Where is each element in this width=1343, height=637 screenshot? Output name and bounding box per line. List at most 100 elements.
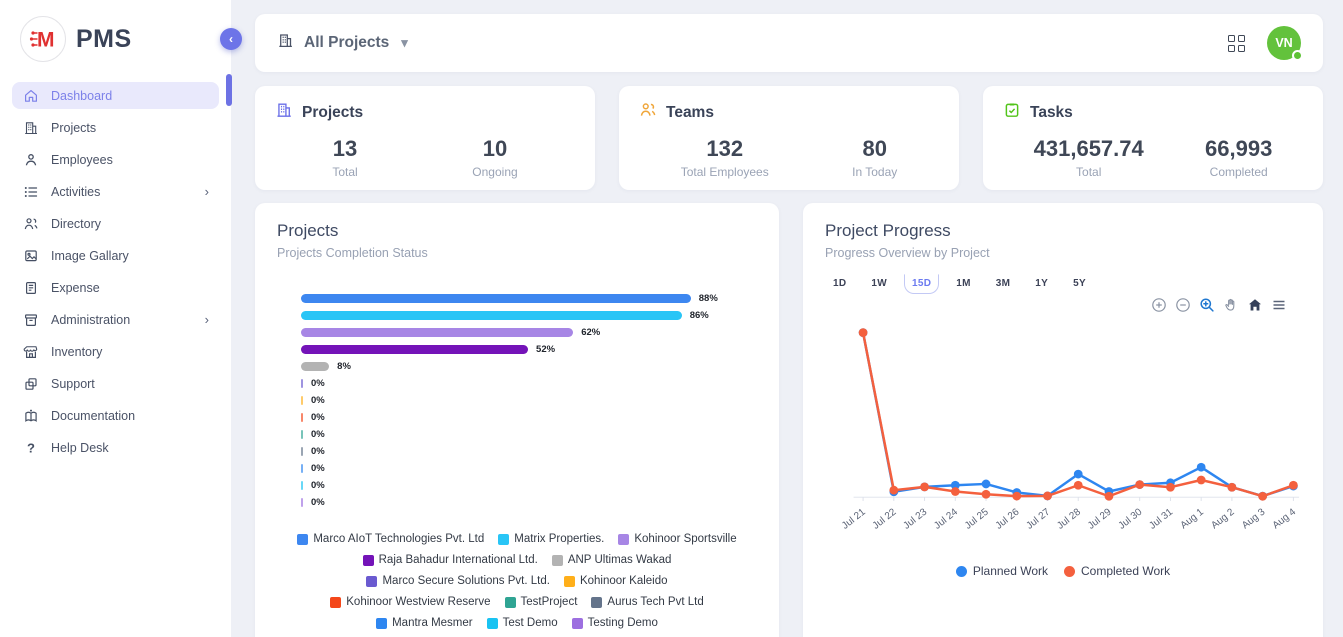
store-icon [22, 343, 39, 360]
x-axis-label: Aug 3 [1240, 506, 1268, 531]
home-reset-icon[interactable] [1246, 296, 1263, 313]
legend-item[interactable]: TestProject [504, 596, 577, 608]
range-button-1w[interactable]: 1W [871, 278, 887, 289]
range-button-1y[interactable]: 1Y [1035, 278, 1049, 289]
sidebar-item-label: Inventory [51, 344, 103, 359]
bar-fill [301, 311, 682, 320]
data-point[interactable] [950, 480, 960, 490]
bar-row: 0% [301, 460, 753, 477]
legend-swatch [486, 617, 498, 629]
data-point[interactable] [1043, 491, 1052, 501]
legend-item[interactable]: Kohinoor Westview Reserve [330, 596, 491, 608]
data-point[interactable] [1073, 469, 1083, 479]
sidebar-item-directory[interactable]: Directory [12, 210, 219, 237]
home-icon [22, 87, 39, 104]
data-point[interactable] [858, 328, 868, 338]
sidebar-item-expense[interactable]: Expense [12, 274, 219, 301]
sidebar-item-label: Administration [51, 312, 131, 327]
legend-item[interactable]: Kohinoor Kaleido [563, 575, 668, 587]
range-button-5y[interactable]: 5Y [1073, 278, 1086, 289]
legend-label: Matrix Properties. [514, 533, 605, 545]
legend-swatch [618, 533, 630, 545]
stat-label: Completed [1209, 165, 1268, 179]
legend-item[interactable]: Completed Work [1064, 564, 1170, 578]
apps-grid-icon[interactable] [1228, 34, 1245, 52]
zoom-out-icon[interactable] [1174, 296, 1191, 313]
legend-label: Planned Work [972, 564, 1048, 579]
data-point[interactable] [1258, 491, 1268, 501]
book-icon [22, 407, 39, 424]
sidebar-collapse-button[interactable]: ‹ [220, 28, 242, 50]
data-point[interactable] [1166, 482, 1175, 492]
bar-value-label: 0% [311, 378, 325, 389]
legend-item[interactable]: ANP Ultimas Wakad [551, 554, 671, 566]
sidebar-item-administration[interactable]: Administration › [12, 306, 219, 333]
project-filter-dropdown[interactable]: All Projects ▾ [277, 32, 408, 54]
data-point[interactable] [1227, 482, 1237, 492]
data-point[interactable] [981, 489, 991, 499]
data-point[interactable] [1073, 480, 1083, 490]
legend-item[interactable]: Mantra Mesmer [376, 617, 473, 629]
chevron-right-icon: › [204, 184, 209, 199]
range-button-15d[interactable]: 15D [904, 274, 940, 294]
bar-row: 0% [301, 426, 753, 443]
data-point[interactable] [1104, 491, 1114, 501]
data-point[interactable] [981, 479, 991, 489]
box-zoom-icon[interactable] [1198, 296, 1215, 313]
sidebar-item-inventory[interactable]: Inventory [12, 338, 219, 365]
data-point[interactable] [889, 485, 899, 495]
range-button-1m[interactable]: 1M [956, 278, 971, 289]
legend-item[interactable]: Test Demo [486, 617, 558, 629]
legend-swatch [563, 575, 575, 587]
svg-text:?: ? [27, 440, 35, 455]
legend-item[interactable]: Aurus Tech Pvt Ltd [591, 596, 704, 608]
bar-value-label: 0% [311, 412, 325, 423]
bar-chart-subtitle: Projects Completion Status [277, 246, 428, 260]
data-point[interactable] [950, 487, 960, 496]
sidebar-item-support[interactable]: Support [12, 370, 219, 397]
sidebar-item-projects[interactable]: Projects [12, 114, 219, 141]
bar-value-label: 0% [311, 446, 325, 457]
stat-title: Teams [666, 103, 714, 121]
bar-fill [301, 464, 303, 473]
data-point[interactable] [1289, 480, 1298, 490]
legend-item[interactable]: Matrix Properties. [498, 533, 604, 545]
bar-row: 52% [301, 341, 753, 358]
completion-bars: 88% 86% 62% 52% 8% 0% 0% 0% 0% 0% 0% 0% 0% [277, 290, 757, 511]
range-button-3m[interactable]: 3M [995, 278, 1011, 289]
building-icon [22, 119, 39, 136]
data-point[interactable] [920, 482, 929, 492]
zoom-in-icon[interactable] [1150, 296, 1167, 313]
data-point[interactable] [1196, 462, 1206, 472]
legend-item[interactable]: Kohinoor Sportsville [618, 533, 737, 545]
legend-item[interactable]: Marco Secure Solutions Pvt. Ltd. [366, 575, 550, 587]
sidebar-item-help-desk[interactable]: ? Help Desk [12, 434, 219, 461]
archive-icon [22, 311, 39, 328]
legend-label: Test Demo [502, 617, 558, 629]
legend-swatch [591, 596, 603, 608]
legend-item[interactable]: Raja Bahadur International Ltd. [362, 554, 538, 566]
sidebar-item-dashboard[interactable]: Dashboard [12, 82, 219, 109]
legend-item[interactable]: Testing Demo [571, 617, 658, 629]
menu-icon[interactable] [1270, 296, 1287, 313]
data-point[interactable] [1196, 475, 1206, 485]
project-filter-label: All Projects [304, 34, 390, 51]
sidebar-item-image-gallary[interactable]: Image Gallary [12, 242, 219, 269]
sidebar-item-employees[interactable]: Employees [12, 146, 219, 173]
user-avatar[interactable]: VN [1267, 26, 1303, 61]
legend-label: Kohinoor Kaleido [579, 575, 668, 587]
legend-item[interactable]: Marco AIoT Technologies Pvt. Ltd [297, 533, 484, 545]
bar-fill [301, 294, 691, 303]
bar-value-label: 8% [337, 361, 351, 372]
data-point[interactable] [1135, 480, 1145, 489]
range-button-1d[interactable]: 1D [833, 278, 847, 289]
sidebar-item-activities[interactable]: Activities › [12, 178, 219, 205]
pan-icon[interactable] [1222, 296, 1239, 313]
bar-row: 0% [301, 375, 753, 392]
x-axis-label: Aug 4 [1271, 506, 1299, 531]
sidebar-item-documentation[interactable]: Documentation [12, 402, 219, 429]
data-point[interactable] [1012, 491, 1022, 501]
chart-toolbar [825, 296, 1301, 313]
legend-item[interactable]: Planned Work [955, 564, 1048, 579]
progress-line-chart[interactable]: Jul 21 Jul 22 Jul 23 Jul 24 Jul 25 Jul 26 Jul … [825, 313, 1301, 562]
